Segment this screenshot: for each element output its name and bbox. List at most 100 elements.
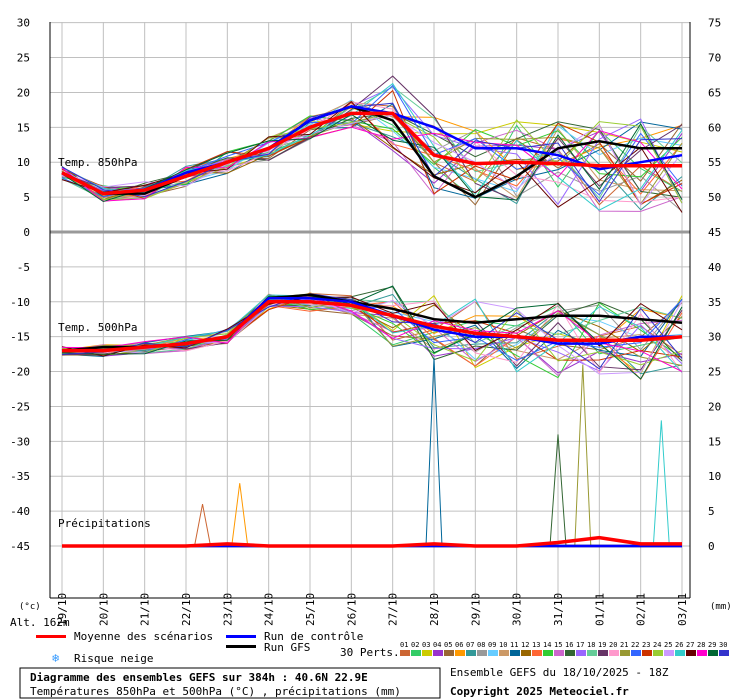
- pert-swatch: [653, 650, 663, 656]
- pert-swatch: [708, 650, 718, 656]
- x-tick-label: 20/10: [97, 593, 110, 626]
- pert-number: 25: [664, 641, 672, 649]
- pert-number: 14: [543, 641, 551, 649]
- pert-swatch: [400, 650, 410, 656]
- pert-number: 09: [488, 641, 496, 649]
- snowflake-icon: ❄: [52, 651, 59, 665]
- x-tick-label: 03/11: [676, 593, 689, 626]
- pert-number: 04: [433, 641, 441, 649]
- x-tick-label: 23/10: [221, 593, 234, 626]
- pert-number: 23: [642, 641, 650, 649]
- legend-perts-label: 30 Perts.: [340, 646, 400, 659]
- x-tick-label: 19/10: [56, 593, 69, 626]
- x-tick-label: 28/10: [428, 593, 441, 626]
- pert-number: 20: [609, 641, 617, 649]
- left-tick-label: -20: [10, 366, 30, 379]
- pert-number: 08: [477, 641, 485, 649]
- pert-number: 19: [598, 641, 606, 649]
- chart-title: Diagramme des ensembles GEFS sur 384h : …: [30, 671, 368, 684]
- pert-number: 01: [400, 641, 408, 649]
- pert-number: 22: [631, 641, 639, 649]
- x-tick-label: 26/10: [345, 593, 358, 626]
- left-tick-label: 15: [17, 121, 30, 134]
- mean-line-precip: [62, 535, 682, 548]
- pert-swatch: [532, 650, 542, 656]
- ensemble-run-label: Ensemble GEFS du 18/10/2025 - 18Z: [450, 666, 669, 679]
- right-tick-label: 65: [708, 86, 721, 99]
- pert-number: 12: [521, 641, 529, 649]
- tick-labels: 302520151050-5-10-15-20-25-30-35-40-4575…: [10, 17, 721, 626]
- legend-gfs-swatch: [226, 645, 256, 648]
- x-tick-label: 24/10: [263, 593, 276, 626]
- pert-swatch: [477, 650, 487, 656]
- pert-number: 16: [565, 641, 573, 649]
- left-tick-label: 30: [17, 17, 30, 30]
- precip-spike: [231, 483, 249, 547]
- pert-swatch: [642, 650, 652, 656]
- right-tick-label: 45: [708, 226, 721, 239]
- x-tick-label: 29/10: [469, 593, 482, 626]
- pert-number: 03: [422, 641, 430, 649]
- precip-spike: [194, 504, 212, 547]
- pert-swatch: [444, 650, 454, 656]
- left-tick-label: -40: [10, 505, 30, 518]
- precip-spike: [549, 434, 567, 547]
- pert-number: 28: [697, 641, 705, 649]
- right-tick-label: 60: [708, 121, 721, 134]
- left-tick-label: -35: [10, 470, 30, 483]
- panel-label-t500: Temp. 500hPa: [58, 321, 137, 334]
- pert-swatch: [466, 650, 476, 656]
- precip-spike: [574, 364, 592, 547]
- right-unit-label: (mm): [710, 602, 732, 612]
- pert-swatch: [620, 650, 630, 656]
- x-tick-label: 30/10: [511, 593, 524, 626]
- x-tick-label: 25/10: [304, 593, 317, 626]
- pert-number: 27: [686, 641, 694, 649]
- footer-box: [19, 667, 441, 699]
- pert-line-850: [61, 102, 683, 203]
- right-tick-label: 10: [708, 470, 721, 483]
- pert-swatch: [565, 650, 575, 656]
- chart-subtitle: Températures 850hPa et 500hPa (°C) , pré…: [30, 685, 401, 698]
- pert-number: 17: [576, 641, 584, 649]
- main-series-lines: [61, 105, 683, 548]
- pert-number: 26: [675, 641, 683, 649]
- right-tick-label: 30: [708, 331, 721, 344]
- pert-line-500: [61, 298, 683, 354]
- pert-line-850: [61, 112, 683, 198]
- legend-mean-label: Moyenne des scénarios: [74, 630, 213, 643]
- pert-number: 15: [554, 641, 562, 649]
- pert-swatch: [719, 650, 729, 656]
- panel-label-t850: Temp. 850hPa: [58, 156, 137, 169]
- chart-axes: [49, 22, 691, 599]
- x-tick-label: 01/11: [593, 593, 606, 626]
- pert-number: 05: [444, 641, 452, 649]
- mean-line-500: [62, 300, 683, 353]
- pert-number: 11: [510, 641, 518, 649]
- left-tick-label: 25: [17, 52, 30, 65]
- pert-number: 13: [532, 641, 540, 649]
- pert-number: 07: [466, 641, 474, 649]
- right-tick-label: 40: [708, 261, 721, 274]
- left-tick-label: -10: [10, 296, 30, 309]
- legend-mean-swatch: [36, 635, 66, 638]
- pert-line-500: [61, 285, 683, 380]
- right-tick-label: 0: [708, 540, 715, 553]
- precip-spike: [652, 420, 670, 547]
- pert-number: 29: [708, 641, 716, 649]
- pert-swatch: [587, 650, 597, 656]
- copyright-label: Copyright 2025 Meteociel.fr: [450, 685, 629, 698]
- right-tick-label: 15: [708, 435, 721, 448]
- x-tick-label: 02/11: [635, 593, 648, 626]
- panel-label-precip: Précipitations: [58, 517, 151, 530]
- pert-number: 02: [411, 641, 419, 649]
- pert-swatch: [455, 650, 465, 656]
- left-tick-label: 10: [17, 156, 30, 169]
- pert-swatch: [411, 650, 421, 656]
- pert-swatch: [422, 650, 432, 656]
- pert-swatch: [543, 650, 553, 656]
- legend: Moyenne des scénarios Run de contrôle Ru…: [36, 630, 729, 665]
- right-tick-label: 35: [708, 296, 721, 309]
- right-tick-label: 5: [708, 505, 715, 518]
- pert-swatch: [697, 650, 707, 656]
